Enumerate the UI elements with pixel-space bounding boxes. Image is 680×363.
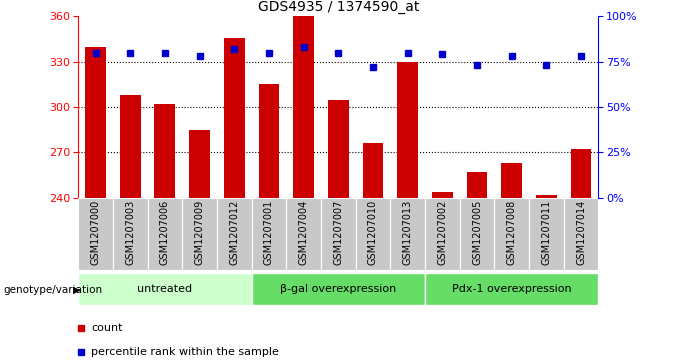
Text: genotype/variation: genotype/variation [3, 285, 103, 295]
Bar [356, 198, 390, 270]
Title: GDS4935 / 1374590_at: GDS4935 / 1374590_at [258, 0, 419, 14]
Bar [78, 273, 252, 305]
Bar [501, 163, 522, 198]
Bar [182, 198, 217, 270]
Bar [85, 46, 106, 198]
Text: GSM1207008: GSM1207008 [507, 200, 517, 265]
Text: GSM1207013: GSM1207013 [403, 200, 413, 265]
Text: GSM1207005: GSM1207005 [472, 200, 482, 265]
Text: GSM1207011: GSM1207011 [541, 200, 551, 265]
Bar [432, 192, 453, 198]
Bar [466, 172, 488, 198]
Bar [564, 198, 598, 270]
Bar [113, 198, 148, 270]
Bar [571, 150, 592, 198]
Text: GSM1207009: GSM1207009 [194, 200, 205, 265]
Bar [78, 198, 113, 270]
Bar [321, 198, 356, 270]
Bar [425, 198, 460, 270]
Text: GSM1207014: GSM1207014 [576, 200, 586, 265]
Bar [397, 62, 418, 198]
Bar [189, 130, 210, 198]
Bar [494, 198, 529, 270]
Bar [252, 198, 286, 270]
Bar [293, 16, 314, 198]
Text: GSM1207004: GSM1207004 [299, 200, 309, 265]
Bar [224, 37, 245, 198]
Bar [328, 99, 349, 198]
Text: GSM1207010: GSM1207010 [368, 200, 378, 265]
Text: GSM1207000: GSM1207000 [90, 200, 101, 265]
Bar [120, 95, 141, 198]
Bar [154, 104, 175, 198]
Text: β-gal overexpression: β-gal overexpression [280, 284, 396, 294]
Text: GSM1207003: GSM1207003 [125, 200, 135, 265]
Text: percentile rank within the sample: percentile rank within the sample [91, 347, 279, 356]
Bar [425, 273, 598, 305]
Text: ▶: ▶ [73, 285, 81, 295]
Text: untreated: untreated [137, 284, 192, 294]
Bar [286, 198, 321, 270]
Text: GSM1207007: GSM1207007 [333, 200, 343, 265]
Text: GSM1207012: GSM1207012 [229, 200, 239, 265]
Bar [529, 198, 564, 270]
Bar [217, 198, 252, 270]
Bar [148, 198, 182, 270]
Text: GSM1207002: GSM1207002 [437, 200, 447, 265]
Bar [536, 195, 557, 198]
Bar [390, 198, 425, 270]
Text: GSM1207001: GSM1207001 [264, 200, 274, 265]
Bar [460, 198, 494, 270]
Text: GSM1207006: GSM1207006 [160, 200, 170, 265]
Bar [252, 273, 425, 305]
Text: Pdx-1 overexpression: Pdx-1 overexpression [452, 284, 571, 294]
Bar [362, 143, 384, 198]
Bar [258, 85, 279, 198]
Text: count: count [91, 323, 122, 333]
